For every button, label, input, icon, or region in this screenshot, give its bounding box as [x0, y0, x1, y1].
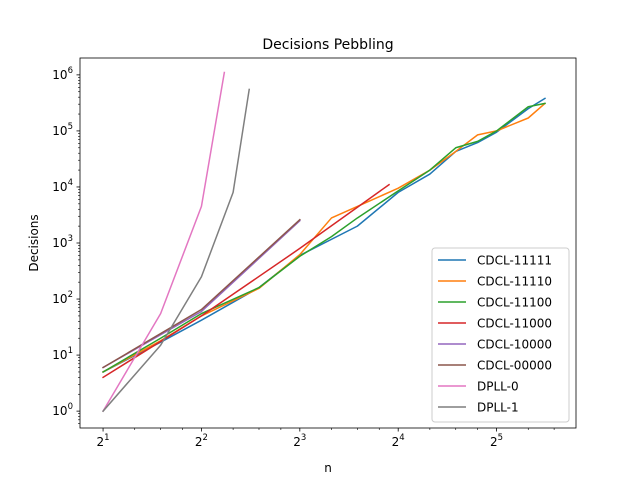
series-line-cdcl-11110 [102, 102, 547, 373]
legend-box [431, 247, 570, 423]
series-line-cdcl-11111 [102, 97, 546, 373]
y-tick-label: 100 [52, 402, 73, 418]
legend: CDCL-11111 CDCL-11110 CDCL-11100 CDCL-11000… [431, 247, 570, 423]
legend-label: CDCL-00000 [477, 359, 552, 373]
legend-label: CDCL-10000 [477, 338, 552, 352]
legend-label: CDCL-11100 [477, 296, 552, 310]
x-tick-label: 24 [392, 433, 405, 449]
y-axis-label: Decisions [27, 214, 41, 271]
y-axis: 100 101 102 103 104 105 106 [52, 66, 80, 424]
x-tick-label: 22 [195, 433, 208, 449]
legend-label: CDCL-11111 [477, 254, 552, 268]
y-tick-label: 106 [52, 66, 73, 82]
y-tick-label: 103 [52, 234, 73, 250]
x-tick-label: 21 [97, 433, 110, 449]
y-tick-label: 101 [52, 346, 73, 362]
legend-label: CDCL-11110 [477, 275, 552, 289]
x-axis-label: n [324, 461, 332, 475]
x-tick-label: 23 [293, 433, 306, 449]
x-axis: 21 22 23 24 25 [97, 428, 555, 449]
y-tick-label: 102 [52, 290, 73, 306]
series-line-cdcl-00000 [102, 218, 301, 369]
series-line-dpll-0 [102, 71, 226, 413]
legend-label: DPLL-0 [477, 380, 519, 394]
plot-lines [102, 71, 547, 413]
chart-title: Decisions Pebbling [262, 37, 393, 53]
legend-label: CDCL-11000 [477, 317, 552, 331]
x-tick-label: 25 [490, 433, 503, 449]
series-line-dpll-1 [102, 88, 251, 413]
legend-label: DPLL-1 [477, 401, 519, 415]
y-tick-label: 104 [52, 178, 73, 194]
series-line-cdcl-11000 [102, 183, 391, 379]
y-tick-label: 105 [52, 122, 73, 138]
